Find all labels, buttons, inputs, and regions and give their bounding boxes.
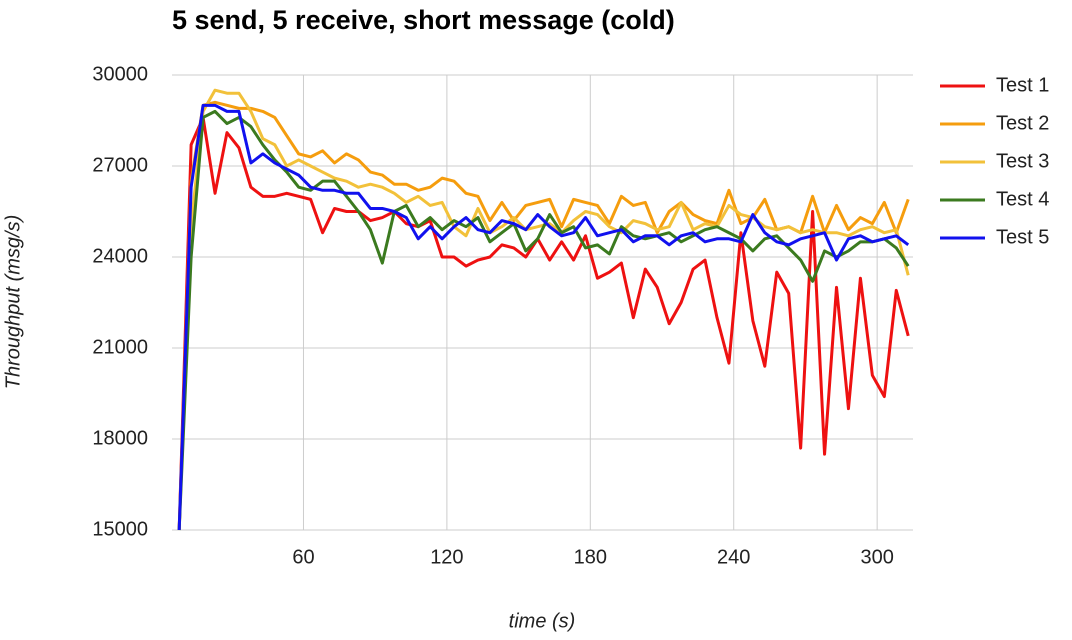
x-axis-title: time (s) (509, 610, 576, 632)
line (177, 88, 910, 531)
x-tick-label: 240 (717, 546, 750, 568)
line (177, 103, 910, 531)
legend-label: Test 2 (996, 112, 1049, 134)
x-tick-label: 300 (860, 546, 893, 568)
line (177, 109, 910, 531)
x-tick-label: 120 (430, 546, 463, 568)
chart-title: 5 send, 5 receive, short message (cold) (172, 5, 675, 35)
y-tick-label: 27000 (92, 154, 148, 176)
x-tick-label: 60 (292, 546, 314, 568)
y-tick-label: 24000 (92, 245, 148, 267)
y-tick-label: 18000 (92, 427, 148, 449)
line (177, 115, 910, 531)
y-tick-label: 30000 (92, 63, 148, 85)
legend-label: Test 4 (996, 188, 1049, 210)
legend-label: Test 1 (996, 74, 1049, 96)
y-tick-label: 21000 (92, 336, 148, 358)
x-tick-label: 180 (574, 546, 607, 568)
legend-label: Test 5 (996, 226, 1049, 248)
y-axis-title: Throughput (msg/s) (2, 215, 24, 390)
y-tick-label: 15000 (92, 518, 148, 540)
legend-label: Test 3 (996, 150, 1049, 172)
